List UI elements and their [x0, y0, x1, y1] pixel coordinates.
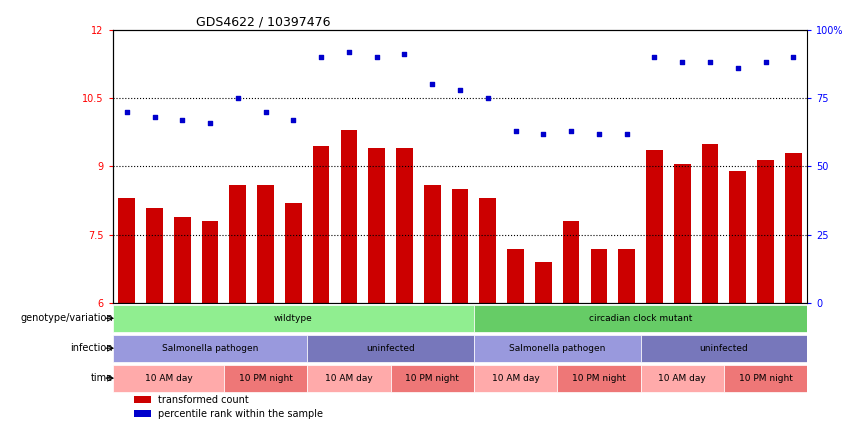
Point: [120, 108, 134, 115]
FancyBboxPatch shape: [307, 335, 474, 362]
Bar: [134, 410, 151, 418]
Bar: [535, 262, 552, 303]
Bar: [674, 164, 691, 303]
Text: 10 PM night: 10 PM night: [239, 374, 293, 383]
Point: [398, 51, 411, 58]
Bar: [729, 171, 746, 303]
Point: [564, 127, 578, 134]
Bar: [590, 249, 608, 303]
FancyBboxPatch shape: [224, 365, 307, 392]
FancyBboxPatch shape: [474, 305, 807, 332]
Point: [731, 65, 745, 71]
Point: [203, 119, 217, 126]
FancyBboxPatch shape: [307, 365, 391, 392]
Text: circadian clock mutant: circadian clock mutant: [589, 314, 693, 323]
Point: [481, 95, 495, 102]
Text: infection: infection: [70, 343, 113, 353]
Text: 10 PM night: 10 PM night: [405, 374, 459, 383]
FancyBboxPatch shape: [391, 365, 474, 392]
Bar: [701, 144, 719, 303]
Bar: [146, 208, 163, 303]
Point: [175, 117, 189, 124]
Point: [259, 108, 273, 115]
Bar: [396, 148, 413, 303]
Point: [786, 54, 800, 60]
Point: [509, 127, 523, 134]
Bar: [507, 249, 524, 303]
Point: [231, 95, 245, 102]
FancyBboxPatch shape: [474, 365, 557, 392]
FancyBboxPatch shape: [474, 335, 641, 362]
Text: transformed count: transformed count: [158, 395, 249, 404]
Text: 10 AM day: 10 AM day: [325, 374, 373, 383]
Point: [620, 130, 634, 137]
Text: time: time: [91, 373, 113, 383]
Text: uninfected: uninfected: [366, 344, 415, 353]
Text: wildtype: wildtype: [274, 314, 312, 323]
Point: [314, 54, 328, 60]
Bar: [201, 221, 219, 303]
Bar: [618, 249, 635, 303]
Point: [370, 54, 384, 60]
Bar: [424, 185, 441, 303]
Point: [592, 130, 606, 137]
Point: [759, 59, 773, 66]
Point: [286, 117, 300, 124]
Text: 10 PM night: 10 PM night: [739, 374, 792, 383]
Text: 10 AM day: 10 AM day: [144, 374, 193, 383]
Bar: [757, 159, 774, 303]
FancyBboxPatch shape: [724, 365, 807, 392]
Bar: [451, 189, 469, 303]
Bar: [134, 396, 151, 404]
Point: [342, 48, 356, 55]
FancyBboxPatch shape: [113, 305, 474, 332]
Bar: [285, 203, 302, 303]
FancyBboxPatch shape: [113, 335, 307, 362]
Text: GDS4622 / 10397476: GDS4622 / 10397476: [196, 16, 331, 28]
Text: uninfected: uninfected: [700, 344, 748, 353]
FancyBboxPatch shape: [557, 365, 641, 392]
Bar: [312, 146, 330, 303]
Bar: [257, 185, 274, 303]
Text: Salmonella pathogen: Salmonella pathogen: [509, 344, 606, 353]
FancyBboxPatch shape: [641, 365, 724, 392]
Bar: [118, 198, 135, 303]
Point: [536, 130, 550, 137]
Bar: [229, 185, 247, 303]
Text: genotype/variation: genotype/variation: [20, 313, 113, 323]
Text: 10 AM day: 10 AM day: [658, 374, 707, 383]
Text: percentile rank within the sample: percentile rank within the sample: [158, 409, 323, 419]
Bar: [479, 198, 496, 303]
Text: 10 PM night: 10 PM night: [572, 374, 626, 383]
Point: [453, 86, 467, 93]
Point: [703, 59, 717, 66]
Text: 10 AM day: 10 AM day: [491, 374, 540, 383]
Bar: [562, 221, 580, 303]
Text: Salmonella pathogen: Salmonella pathogen: [161, 344, 259, 353]
Bar: [646, 151, 663, 303]
FancyBboxPatch shape: [641, 335, 807, 362]
Bar: [174, 217, 191, 303]
Point: [675, 59, 689, 66]
Point: [148, 114, 161, 121]
Bar: [368, 148, 385, 303]
Point: [648, 54, 661, 60]
FancyBboxPatch shape: [113, 365, 224, 392]
Bar: [340, 130, 358, 303]
Point: [425, 81, 439, 88]
Bar: [785, 153, 802, 303]
